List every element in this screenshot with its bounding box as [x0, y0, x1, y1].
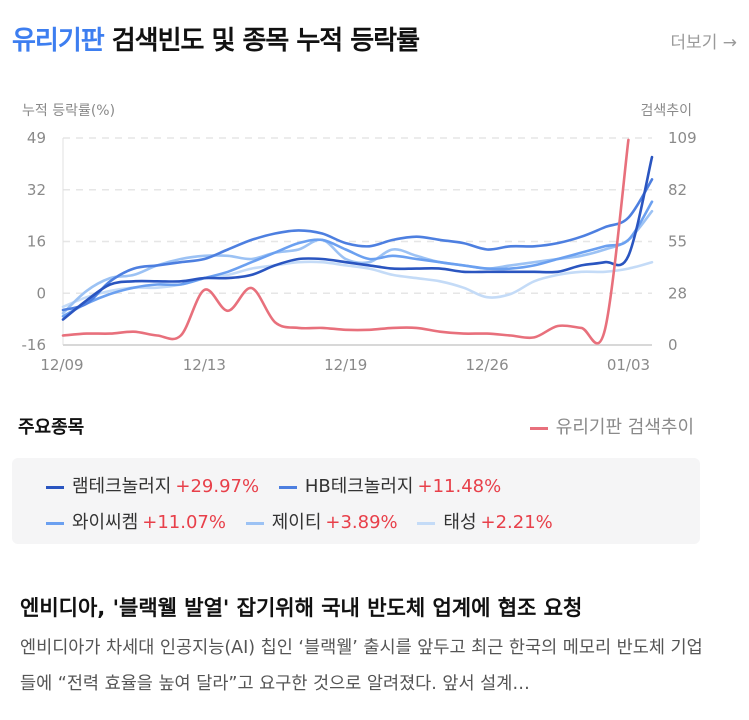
- stock-item-jt[interactable]: 제이티 +3.89%: [245, 508, 398, 534]
- series-line-stock-2: [61, 200, 654, 318]
- stock-item-ramtech[interactable]: 램테크놀러지 +29.97%: [46, 472, 259, 498]
- series-line-stock-3: [61, 209, 654, 315]
- stock-name: 태성: [443, 512, 477, 533]
- y-left-tick-label: 49: [27, 129, 46, 147]
- stock-change: +3.89%: [325, 512, 398, 533]
- stock-swatch: [278, 485, 297, 489]
- stock-name: 제이티: [271, 512, 322, 533]
- stock-change: +2.21%: [480, 512, 553, 533]
- stock-swatch: [245, 521, 264, 525]
- news-headline[interactable]: 엔비디아, '블랙웰 발열' 잡기위해 국내 반도체 업계에 협조 요청: [20, 596, 583, 620]
- stock-swatch: [417, 521, 436, 525]
- title-keyword: 유리기판: [12, 26, 105, 56]
- right-axis-title: 검색추이: [640, 103, 692, 119]
- search-trend-swatch: [529, 426, 548, 430]
- stock-swatch: [46, 521, 64, 525]
- page-title: 유리기판 검색빈도 및 종목 누적 등락률: [12, 20, 420, 57]
- stock-name: HB테크놀러지: [304, 476, 414, 497]
- y-left-tick-label: 16: [27, 233, 46, 251]
- y-left-tick-label: 32: [27, 181, 46, 199]
- x-tick-label: 01/03: [607, 356, 650, 374]
- stock-change: +11.48%: [417, 476, 502, 497]
- stocks-row-2: 와이씨켐 +11.07% 제이티 +3.89% 태성 +2.21%: [46, 508, 567, 534]
- search-trend-legend: 유리기판 검색추이: [529, 413, 694, 439]
- stock-item-taesung[interactable]: 태성 +2.21%: [417, 508, 553, 534]
- y-left-tick-label: 0: [36, 284, 46, 302]
- stocks-row-1: 램테크놀러지 +29.97% HB테크놀러지 +11.48%: [46, 472, 515, 498]
- title-text: 검색빈도 및 종목 누적 등락률: [103, 26, 420, 56]
- stock-swatch: [46, 485, 64, 489]
- stock-item-ycchem[interactable]: 와이씨켐 +11.07%: [46, 508, 226, 534]
- stocks-section-title: 주요종목: [18, 417, 85, 438]
- news-summary[interactable]: 엔비디아가 차세대 인공지능(AI) 칩인 ‘블랙웰’ 출시를 앞두고 최근 한…: [20, 638, 703, 694]
- stock-name: 와이씨켐: [72, 512, 139, 533]
- header: 유리기판 검색빈도 및 종목 누적 등락률 더보기 →: [12, 20, 737, 60]
- series-line-search-trend: [61, 138, 630, 345]
- y-right-tick-label: 28: [668, 284, 687, 302]
- y-right-tick-label: 109: [668, 129, 697, 147]
- y-left-tick-label: -16: [22, 336, 47, 354]
- x-tick-label: 12/26: [465, 356, 508, 374]
- series-line-stock-4: [61, 260, 654, 309]
- search-and-return-chart: 누적 등락률(%) 검색추이 49 109 32 82 16 55 0 28 -16 0 12/09 12…: [22, 103, 697, 374]
- series-line-stock-0: [61, 155, 654, 321]
- more-link[interactable]: 더보기 →: [670, 33, 737, 53]
- series-line-stock-1: [61, 178, 654, 312]
- search-trend-legend-label: 유리기판 검색추이: [555, 417, 694, 438]
- x-tick-label: 12/09: [40, 356, 83, 374]
- stocks-legend-box: 램테크놀러지 +29.97% HB테크놀러지 +11.48% 와이씨켐 +11.07%…: [12, 458, 700, 544]
- stock-change: +11.07%: [142, 512, 226, 533]
- left-axis-title: 누적 등락률(%): [22, 103, 115, 119]
- x-tick-label: 12/13: [183, 356, 226, 374]
- stock-change: +29.97%: [175, 476, 260, 497]
- x-tick-label: 12/19: [324, 356, 367, 374]
- y-right-tick-label: 82: [668, 181, 687, 199]
- stock-name: 램테크놀러지: [72, 476, 172, 497]
- stock-item-hbtech[interactable]: HB테크놀러지 +11.48%: [278, 472, 502, 498]
- y-right-tick-label: 55: [668, 233, 687, 251]
- y-right-tick-label: 0: [668, 336, 678, 354]
